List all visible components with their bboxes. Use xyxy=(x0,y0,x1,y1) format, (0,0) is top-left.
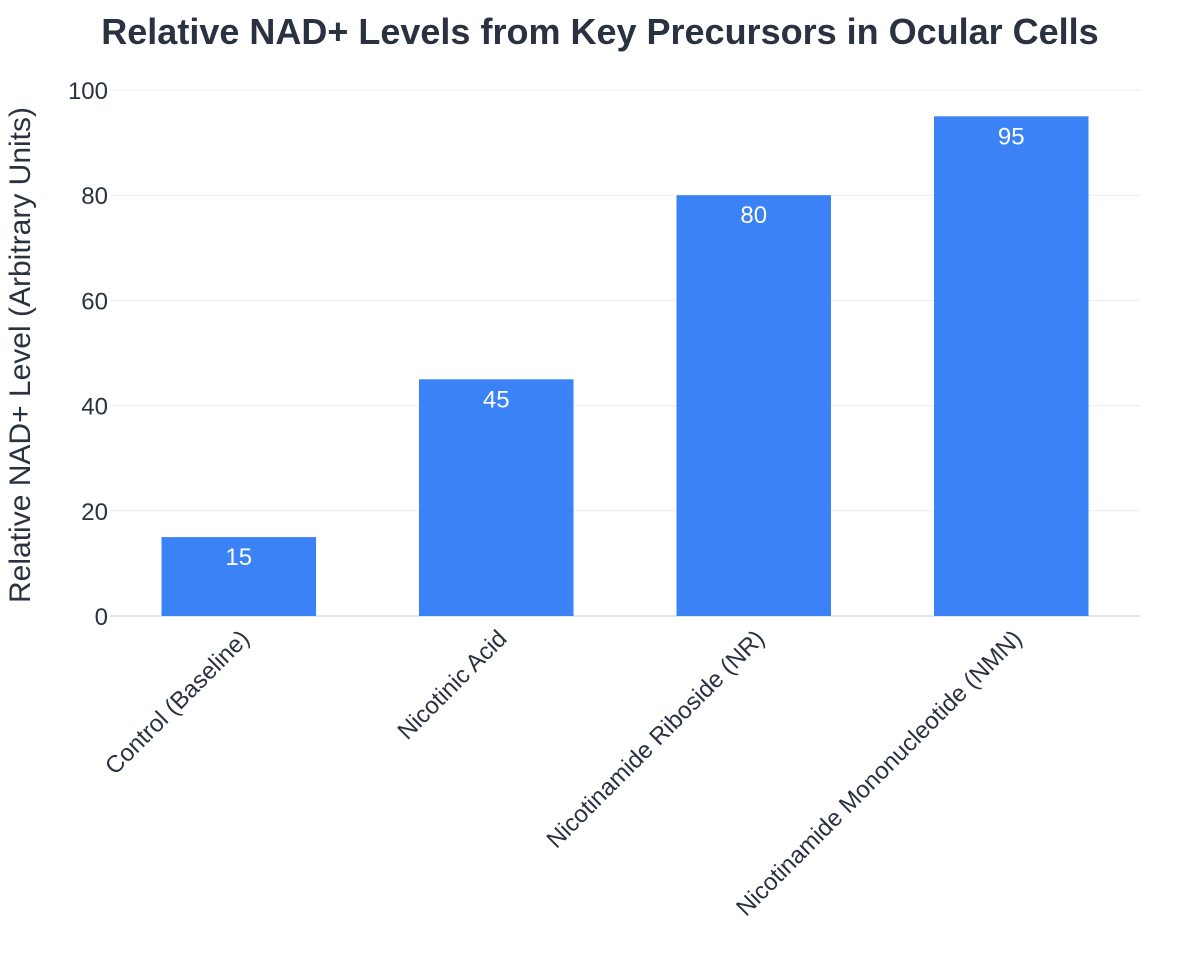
bar-value-label-1: 15 xyxy=(225,544,252,571)
x-tick-label-3: Nicotinamide Riboside (NR) xyxy=(542,625,770,853)
bar-1[interactable] xyxy=(161,537,317,616)
y-tick-label-80: 80 xyxy=(81,183,108,210)
bar-2[interactable] xyxy=(419,379,574,616)
bar-3[interactable] xyxy=(676,195,832,616)
y-tick-label-40: 40 xyxy=(81,394,108,421)
y-tick-label-0: 0 xyxy=(95,604,108,631)
y-tick-label-20: 20 xyxy=(81,499,108,526)
bar-value-label-2: 45 xyxy=(483,386,510,413)
x-axis-ticks: Control (Baseline) Nicotinic Acid Nicotina… xyxy=(100,625,1027,921)
y-tick-label-100: 100 xyxy=(68,78,108,105)
bar-value-labels: 15 45 80 95 xyxy=(225,123,1024,571)
bar-4[interactable] xyxy=(934,116,1089,617)
x-tick-label-4: Nicotinamide Mononucleotide (NMN) xyxy=(731,625,1027,921)
chart-title: Relative NAD+ Levels from Key Precursors… xyxy=(101,11,1098,52)
y-axis-title: Relative NAD+ Level (Arbitrary Units) xyxy=(4,107,37,603)
y-tick-label-60: 60 xyxy=(81,288,108,315)
y-axis-ticks: 0 20 40 60 80 100 xyxy=(68,78,108,631)
x-tick-label-1: Control (Baseline) xyxy=(100,625,255,780)
bar-value-label-3: 80 xyxy=(740,202,767,229)
bars xyxy=(161,116,1089,617)
bar-value-label-4: 95 xyxy=(998,123,1025,150)
x-tick-label-2: Nicotinic Acid xyxy=(392,625,512,745)
